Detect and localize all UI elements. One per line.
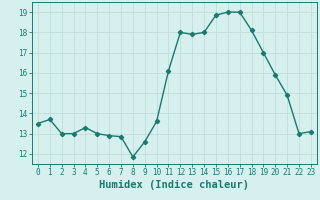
X-axis label: Humidex (Indice chaleur): Humidex (Indice chaleur) bbox=[100, 180, 249, 190]
